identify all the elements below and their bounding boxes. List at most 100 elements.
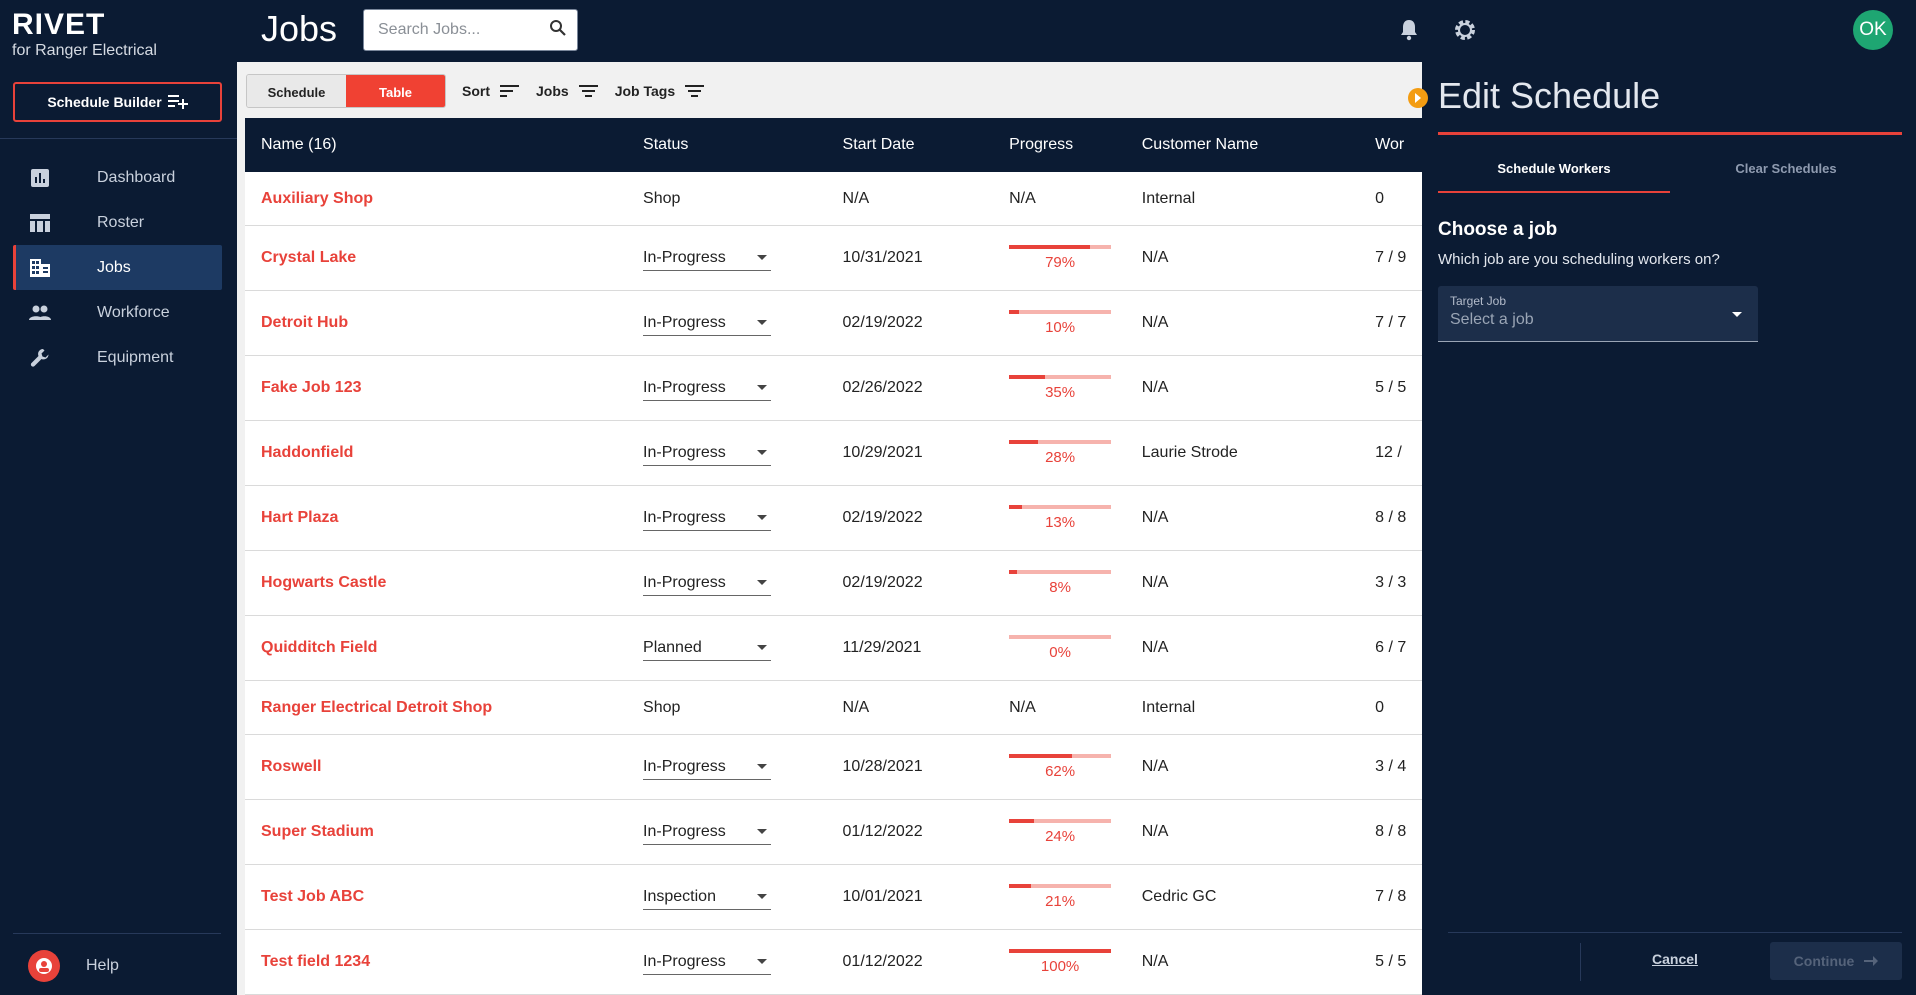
status-select[interactable]: Inspection <box>643 884 772 910</box>
job-name-link[interactable]: Haddonfield <box>261 444 354 461</box>
search-input[interactable] <box>378 21 549 39</box>
chevron-down-icon <box>757 450 768 455</box>
sidebar-item-label: Roster <box>97 213 145 231</box>
status-select[interactable]: In-Progress <box>643 505 772 531</box>
status-select[interactable]: In-Progress <box>643 245 772 271</box>
table-row[interactable]: Super Stadium In-Progress 01/12/2022 24% N/A… <box>245 800 1422 865</box>
sidebar-item-jobs[interactable]: Jobs <box>13 245 222 290</box>
table-row[interactable]: Test Job ABC Inspection 10/01/2021 21% Cedri… <box>245 865 1422 930</box>
job-name-link[interactable]: Fake Job 123 <box>261 379 362 396</box>
table-row[interactable]: Hart Plaza In-Progress 02/19/2022 13% N/A 8 /… <box>245 486 1422 551</box>
continue-button[interactable]: Continue <box>1770 942 1902 980</box>
column-header-start-date[interactable]: Start Date <box>842 136 915 153</box>
progress-percent: 100% <box>1040 958 1080 975</box>
help-link[interactable]: Help <box>28 950 119 982</box>
start-date-cell: 01/12/2022 <box>842 823 923 840</box>
playlist-add-icon <box>167 93 188 112</box>
job-name-link[interactable]: Quidditch Field <box>261 639 378 656</box>
column-header-name[interactable]: Name (16) <box>261 136 337 153</box>
column-header-progress[interactable]: Progress <box>1009 136 1074 153</box>
user-avatar[interactable]: OK <box>1853 10 1893 50</box>
job-name-link[interactable]: Detroit Hub <box>261 314 349 331</box>
job-name-link[interactable]: Test field 1234 <box>261 953 371 970</box>
table-row[interactable]: Quidditch Field Planned 11/29/2021 0% N/A 6 /… <box>245 616 1422 681</box>
cancel-button[interactable]: Cancel <box>1652 951 1698 967</box>
table-row[interactable]: Roswell In-Progress 10/28/2021 62% N/A 3 / 4 <box>245 735 1422 800</box>
customer-name-cell: N/A <box>1141 758 1169 775</box>
workers-cell: 5 / 5 <box>1375 953 1407 970</box>
table-row[interactable]: Haddonfield In-Progress 10/29/2021 28% Lauri… <box>245 421 1422 486</box>
job-name-link[interactable]: Hart Plaza <box>261 509 339 526</box>
customer-name-cell: Cedric GC <box>1141 888 1217 905</box>
progress-indicator: 100% <box>1009 949 1112 975</box>
progress-bar <box>1009 635 1112 639</box>
column-header-customer-name[interactable]: Customer Name <box>1141 136 1259 153</box>
target-job-select[interactable]: Target Job Select a job <box>1438 286 1758 342</box>
workers-cell: 0 <box>1375 698 1385 716</box>
status-select[interactable]: In-Progress <box>643 570 772 596</box>
job-name-link[interactable]: Super Stadium <box>261 823 374 840</box>
progress-bar-fill <box>1009 570 1018 574</box>
gear-icon[interactable] <box>1449 14 1481 46</box>
start-date-cell: 10/28/2021 <box>842 758 923 775</box>
status-value: In-Progress <box>643 822 726 840</box>
progress-bar-fill <box>1009 310 1020 314</box>
progress-bar <box>1009 440 1112 444</box>
table-row[interactable]: Auxiliary Shop Shop N/A N/A Internal 0 <box>245 172 1422 226</box>
bell-icon[interactable] <box>1393 14 1425 46</box>
table-row[interactable]: Fake Job 123 In-Progress 02/26/2022 35% N/A 5… <box>245 356 1422 421</box>
jobs-filter-button[interactable]: Jobs <box>536 83 599 99</box>
schedule-view-button[interactable]: Schedule <box>247 75 346 107</box>
column-header-workers[interactable]: Wor <box>1375 136 1405 153</box>
table-row[interactable]: Hogwarts Castle In-Progress 02/19/2022 8% N/… <box>245 551 1422 616</box>
panel-collapse-toggle[interactable] <box>1408 88 1428 108</box>
job-tags-filter-button[interactable]: Job Tags <box>615 83 705 99</box>
status-select[interactable]: In-Progress <box>643 440 772 466</box>
status-select[interactable]: In-Progress <box>643 819 772 845</box>
status-select[interactable]: In-Progress <box>643 375 772 401</box>
status-select[interactable]: Planned <box>643 635 772 661</box>
help-avatar-icon <box>28 950 60 982</box>
search-box <box>363 9 578 51</box>
tab-clear-schedules[interactable]: Clear Schedules <box>1735 161 1837 176</box>
progress-bar-fill <box>1009 754 1073 758</box>
progress-bar <box>1009 310 1112 314</box>
start-date-cell: N/A <box>842 189 870 207</box>
schedule-builder-button[interactable]: Schedule Builder <box>13 82 222 122</box>
job-name-link[interactable]: Roswell <box>261 758 322 775</box>
table-row[interactable]: Ranger Electrical Detroit Shop Shop N/A N/A… <box>245 681 1422 735</box>
panel-footer-separator <box>1580 943 1581 981</box>
job-name-link[interactable]: Test Job ABC <box>261 888 365 905</box>
brand-logo[interactable]: RIVET for Ranger Electrical <box>12 8 157 60</box>
job-name-link[interactable]: Crystal Lake <box>261 249 357 266</box>
sidebar-item-label: Workforce <box>97 303 170 321</box>
status-select[interactable]: In-Progress <box>643 754 772 780</box>
sidebar-divider <box>13 933 221 934</box>
tab-schedule-workers[interactable]: Schedule Workers <box>1438 149 1670 193</box>
job-name-link[interactable]: Auxiliary Shop <box>261 189 374 207</box>
search-icon[interactable] <box>549 19 567 42</box>
sort-label: Sort <box>462 83 490 99</box>
job-name-link[interactable]: Hogwarts Castle <box>261 574 387 591</box>
sidebar-item-equipment[interactable]: Equipment <box>13 335 222 380</box>
sort-button[interactable]: Sort <box>462 83 520 99</box>
status-select[interactable]: In-Progress <box>643 949 772 975</box>
workers-cell: 12 / <box>1375 444 1402 461</box>
status-select[interactable]: In-Progress <box>643 310 772 336</box>
column-header-status[interactable]: Status <box>643 136 689 153</box>
job-name-link[interactable]: Ranger Electrical Detroit Shop <box>261 698 493 716</box>
chevron-down-icon <box>757 515 768 520</box>
sidebar-item-roster[interactable]: Roster <box>13 200 222 245</box>
sidebar-item-workforce[interactable]: Workforce <box>13 290 222 335</box>
table-row[interactable]: Detroit Hub In-Progress 02/19/2022 10% N/A 7 … <box>245 291 1422 356</box>
sidebar-item-dashboard[interactable]: Dashboard <box>13 155 222 200</box>
table-row[interactable]: Test field 1234 In-Progress 01/12/2022 100%… <box>245 930 1422 995</box>
table-view-button[interactable]: Table <box>346 75 445 107</box>
progress-percent: 0% <box>1049 644 1071 661</box>
progress-bar <box>1009 505 1112 509</box>
panel-title: Edit Schedule <box>1438 75 1661 116</box>
status-value: Inspection <box>643 887 716 905</box>
workers-cell: 7 / 8 <box>1375 888 1407 905</box>
progress-indicator: 35% <box>1009 375 1112 401</box>
table-row[interactable]: Crystal Lake In-Progress 10/31/2021 79% N/A 7… <box>245 226 1422 291</box>
